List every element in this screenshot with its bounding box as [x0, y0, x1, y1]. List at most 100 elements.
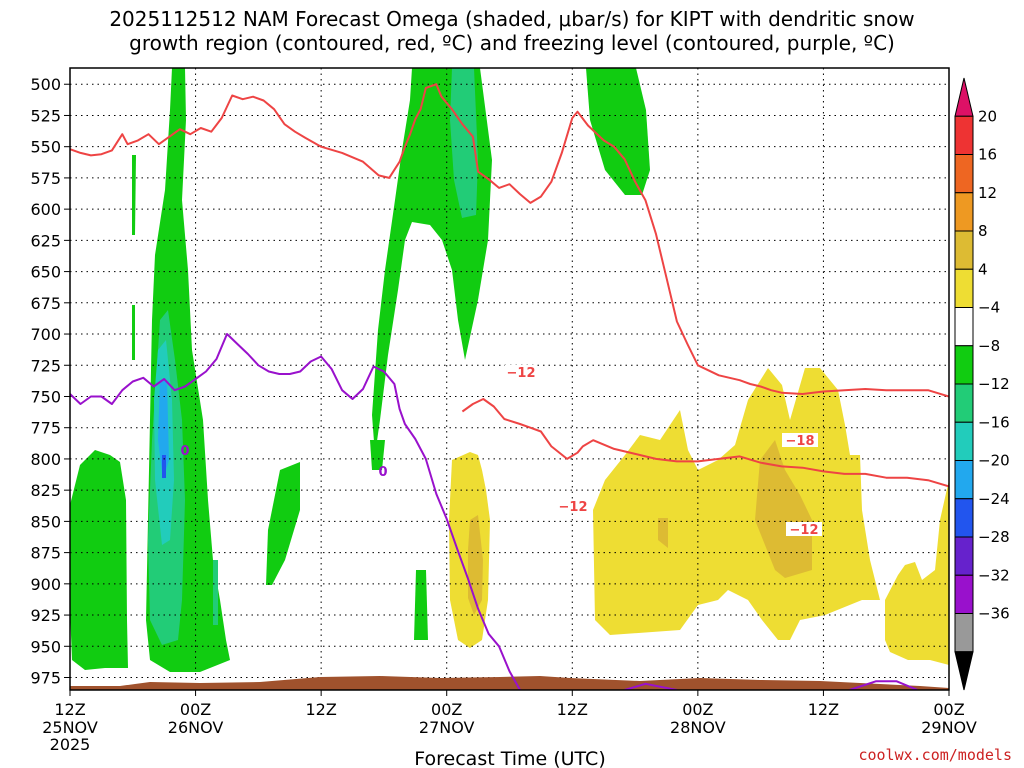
colorbar-swatch — [954, 498, 974, 538]
x-tick-time: 12Z — [54, 700, 85, 719]
colorbar-swatch — [954, 536, 974, 576]
y-tick-label: 500 — [30, 75, 61, 94]
y-tick-label: 750 — [30, 387, 61, 406]
y-tick-label: 675 — [30, 294, 61, 313]
colorbar-label: −4 — [978, 299, 1000, 317]
omega-region-teal-3 — [213, 560, 218, 625]
omega-region-green-4 — [132, 305, 135, 360]
y-tick-label: 525 — [30, 106, 61, 125]
colorbar: 20 16 12 8 4 −4 −8 −12 −16 −20 −24 −28 −32 −36 — [954, 77, 1010, 691]
omega-shading — [70, 68, 949, 672]
dotted-grid — [70, 68, 949, 690]
red-contour-label-2: −12 — [559, 500, 588, 515]
red-contour-label-1: −12 — [507, 366, 536, 381]
omega-region-green-3 — [132, 155, 136, 235]
x-tick-time: 12Z — [557, 700, 588, 719]
colorbar-swatch — [954, 192, 974, 232]
purple-contour-label-2: 0 — [378, 465, 387, 480]
colorbar-label: −24 — [978, 490, 1010, 508]
colorbar-swatch — [954, 574, 974, 614]
credit-text: coolwx.com/models — [858, 746, 1012, 764]
colorbar-swatch — [954, 383, 974, 423]
colorbar-label: −28 — [978, 528, 1010, 546]
contour-labels: −12 −12 −18 −12 0 0 — [180, 365, 822, 538]
x-tick-date: 29NOV — [921, 718, 977, 737]
x-tick-time: 12Z — [305, 700, 336, 719]
contour-lines — [70, 83, 949, 690]
omega-region-green-1 — [70, 450, 128, 670]
colorbar-label: −32 — [978, 566, 1010, 584]
omega-region-green-8 — [414, 570, 428, 640]
colorbar-swatch — [954, 613, 974, 653]
y-tick-label: 600 — [30, 200, 61, 219]
red-contour-label-4: −12 — [790, 523, 819, 538]
y-tick-label: 625 — [30, 231, 61, 250]
x-tick-time: 00Z — [682, 700, 713, 719]
omega-region-orange-2 — [755, 440, 812, 578]
colorbar-label: −20 — [978, 452, 1010, 470]
x-tick-date: 27NOV — [419, 718, 475, 737]
y-tick-label: 900 — [30, 575, 61, 594]
y-tick-label: 700 — [30, 325, 61, 344]
colorbar-label: 4 — [978, 260, 988, 278]
y-tick-label: 875 — [30, 544, 61, 563]
colorbar-swatch — [954, 651, 974, 691]
contour-line-1 — [70, 83, 949, 398]
y-axis-pressure: 500 525 550 575 600 625 650 675 700 725 750 775 800 8… — [30, 75, 70, 688]
colorbar-swatch — [954, 115, 974, 155]
chart-title-line1: 2025112512 NAM Forecast Omega (shaded, μ… — [109, 7, 914, 31]
colorbar-label: −12 — [978, 375, 1010, 393]
contour-line-5 — [849, 680, 918, 690]
contour-line-2 — [461, 398, 949, 488]
y-tick-label: 850 — [30, 512, 61, 531]
contour-line-4 — [624, 682, 678, 690]
surface-terrain — [70, 676, 949, 690]
y-tick-label: 575 — [30, 169, 61, 188]
plot-frame — [69, 67, 950, 691]
x-axis-title: Forecast Time (UTC) — [414, 748, 605, 768]
colorbar-swatch — [954, 460, 974, 500]
omega-region-green-9 — [370, 440, 385, 470]
x-tick-time: 00Z — [431, 700, 462, 719]
colorbar-swatch — [954, 307, 974, 347]
omega-region-blue-1 — [158, 380, 169, 480]
y-tick-label: 775 — [30, 419, 61, 438]
colorbar-label: −36 — [978, 605, 1010, 623]
colorbar-swatch — [954, 268, 974, 308]
colorbar-swatch — [954, 77, 974, 117]
contour-line-3 — [70, 333, 521, 690]
purple-contour-label-1: 0 — [180, 444, 189, 459]
x-tick-time: 00Z — [180, 700, 211, 719]
x-tick-date: 25NOV — [42, 718, 98, 737]
y-tick-label: 650 — [30, 263, 61, 282]
y-tick-label: 950 — [30, 637, 61, 656]
omega-region-teal-2 — [450, 68, 478, 218]
colorbar-label: −8 — [978, 337, 1000, 355]
x-tick-date: 28NOV — [670, 718, 726, 737]
omega-region-yellow-3 — [885, 480, 949, 665]
x-tick-year: 2025 — [50, 735, 91, 754]
y-tick-label: 825 — [30, 481, 61, 500]
colorbar-swatch — [954, 154, 974, 194]
colorbar-label: 20 — [978, 107, 997, 125]
y-tick-label: 925 — [30, 606, 61, 625]
colorbar-label: 16 — [978, 146, 997, 164]
red-contour-label-3: −18 — [786, 434, 815, 449]
omega-region-orange-3 — [658, 518, 668, 548]
colorbar-swatch — [954, 421, 974, 461]
y-tick-label: 800 — [30, 450, 61, 469]
omega-region-green-5 — [266, 462, 300, 585]
omega-region-deepblue-1 — [162, 455, 166, 478]
colorbar-swatch — [954, 345, 974, 385]
colorbar-label: 8 — [978, 222, 988, 240]
y-tick-label: 725 — [30, 356, 61, 375]
y-tick-label: 975 — [30, 669, 61, 688]
chart-title-line2: growth region (contoured, red, ºC) and f… — [129, 31, 895, 55]
x-tick-date: 26NOV — [168, 718, 224, 737]
colorbar-label: −16 — [978, 413, 1010, 431]
x-tick-time: 00Z — [933, 700, 964, 719]
colorbar-label: 12 — [978, 184, 997, 202]
x-tick-time: 12Z — [808, 700, 839, 719]
